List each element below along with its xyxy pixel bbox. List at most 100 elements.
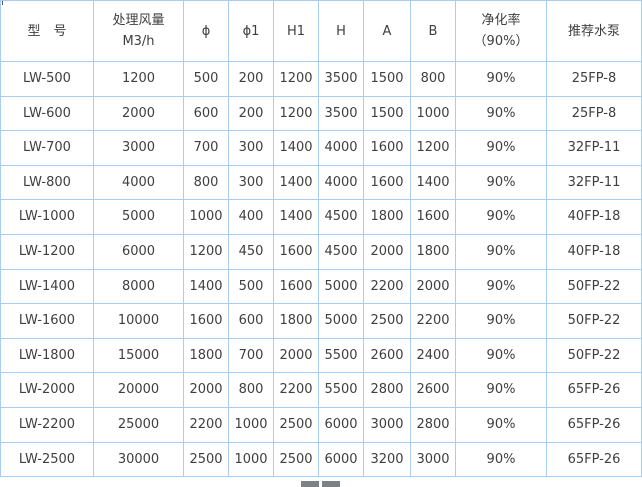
- cell: 25000: [93, 406, 184, 443]
- table-row: LW-500 1200 500 200 1200 3500 1500 800 90% 25FP-8: [0, 61, 642, 97]
- cell: 25FP-8: [546, 61, 642, 97]
- column-header-5: H: [318, 0, 364, 62]
- cell: 450: [228, 233, 274, 270]
- cell: 65FP-26: [546, 406, 642, 443]
- cell: 700: [183, 130, 229, 166]
- cell: 90%: [455, 130, 547, 166]
- cell: 1200: [410, 130, 456, 166]
- model-cell: LW-700: [0, 130, 94, 166]
- model-cell: LW-1000: [0, 199, 94, 235]
- cell: 1600: [363, 164, 411, 201]
- cell: 2000: [93, 95, 184, 132]
- cell: 1200: [93, 61, 184, 97]
- model-cell: LW-600: [0, 95, 94, 132]
- cell: 3000: [363, 406, 411, 443]
- cell: 90%: [455, 441, 547, 478]
- cell: 1200: [273, 95, 319, 132]
- cell: 2800: [363, 372, 411, 408]
- model-cell: LW-1600: [0, 303, 94, 339]
- cell: 5000: [318, 303, 364, 339]
- cell: 300: [228, 130, 274, 166]
- header-row: 型 号处理风量 M3/h ϕ ϕ1 H1 H A B 净化率 （90%） 推荐水泵: [0, 0, 642, 62]
- cell: 2500: [363, 303, 411, 339]
- cell: 4000: [318, 164, 364, 201]
- cell: 2400: [410, 337, 456, 374]
- cell: 30000: [93, 441, 184, 478]
- column-header-3: ϕ1: [228, 0, 274, 62]
- cell: 1800: [410, 233, 456, 270]
- cell: 10000: [93, 303, 184, 339]
- table-resize-handle-left[interactable]: [301, 481, 319, 487]
- table-row: LW-1600 10000 1600 600 1800 5000 2500 2200 90% 50…: [0, 303, 642, 339]
- cell: 90%: [455, 303, 547, 339]
- cell: 2500: [183, 441, 229, 478]
- cell: 300: [228, 164, 274, 201]
- cell: 2000: [410, 268, 456, 305]
- cell: 50FP-22: [546, 337, 642, 374]
- cell: 1400: [273, 130, 319, 166]
- cell: 4000: [318, 130, 364, 166]
- table-row: LW-2200 25000 2200 1000 2500 6000 3000 2800 90% 6…: [0, 406, 642, 443]
- cell: 1200: [273, 61, 319, 97]
- model-cell: LW-1800: [0, 337, 94, 374]
- cell: 2000: [363, 233, 411, 270]
- cell: 90%: [455, 164, 547, 201]
- cell: 1500: [363, 95, 411, 132]
- table-resize-handle-right[interactable]: [322, 481, 340, 487]
- cell: 15000: [93, 337, 184, 374]
- cell: 2200: [363, 268, 411, 305]
- cell: 1000: [410, 95, 456, 132]
- table-row: LW-600 2000 600 200 1200 3500 1500 1000 90% 25FP-…: [0, 95, 642, 132]
- cell: 65FP-26: [546, 372, 642, 408]
- cell: 500: [228, 268, 274, 305]
- table-row: LW-800 4000 800 300 1400 4000 1600 1400 90% 32FP-…: [0, 164, 642, 201]
- table-row: LW-1000 5000 1000 400 1400 4500 1800 1600 90% 40F…: [0, 199, 642, 235]
- cell: 90%: [455, 372, 547, 408]
- cell: 90%: [455, 406, 547, 443]
- cell: 600: [228, 303, 274, 339]
- cell: 1400: [273, 199, 319, 235]
- cell: 6000: [318, 441, 364, 478]
- column-header-1: 处理风量 M3/h: [93, 0, 184, 62]
- cell: 700: [228, 337, 274, 374]
- model-cell: LW-2000: [0, 372, 94, 408]
- cell: 500: [183, 61, 229, 97]
- column-header-4: H1: [273, 0, 319, 62]
- cell: 1600: [273, 233, 319, 270]
- cell: 2200: [273, 372, 319, 408]
- model-cell: LW-2500: [0, 441, 94, 478]
- cell: 90%: [455, 337, 547, 374]
- cell: 2200: [183, 406, 229, 443]
- cell: 800: [183, 164, 229, 201]
- cell: 400: [228, 199, 274, 235]
- cell: 50FP-22: [546, 303, 642, 339]
- cell: 1200: [183, 233, 229, 270]
- cell: 600: [183, 95, 229, 132]
- cell: 6000: [93, 233, 184, 270]
- cell: 2600: [363, 337, 411, 374]
- cell: 1600: [183, 303, 229, 339]
- column-header-9: 推荐水泵: [546, 0, 642, 62]
- cell: 2600: [410, 372, 456, 408]
- cell: 4500: [318, 233, 364, 270]
- cell: 6000: [318, 406, 364, 443]
- cell: 5500: [318, 372, 364, 408]
- column-header-7: B: [410, 0, 456, 62]
- cell: 800: [410, 61, 456, 97]
- spec-table-header: 型 号处理风量 M3/h ϕ ϕ1 H1 H A B 净化率 （90%） 推荐水泵: [0, 0, 642, 62]
- table-row: LW-2000 20000 2000 800 2200 5500 2800 2600 90% 65…: [0, 372, 642, 408]
- cell: 90%: [455, 95, 547, 132]
- cell: 1800: [183, 337, 229, 374]
- cell: 40FP-18: [546, 199, 642, 235]
- model-cell: LW-1400: [0, 268, 94, 305]
- table-row: LW-700 3000 700 300 1400 4000 1600 1200 90% 32FP-…: [0, 130, 642, 166]
- cell: 32FP-11: [546, 130, 642, 166]
- cell: 90%: [455, 61, 547, 97]
- spec-table-body: LW-500 1200 500 200 1200 3500 1500 800 90% 25FP-8…: [0, 61, 642, 478]
- cell: 25FP-8: [546, 95, 642, 132]
- cell: 3000: [410, 441, 456, 478]
- cell: 8000: [93, 268, 184, 305]
- cell: 1600: [273, 268, 319, 305]
- cell: 3000: [93, 130, 184, 166]
